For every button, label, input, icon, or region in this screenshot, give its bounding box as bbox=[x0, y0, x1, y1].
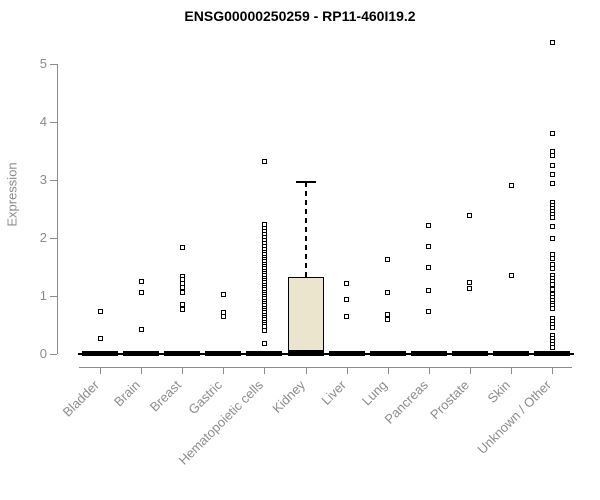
whisker-line bbox=[304, 181, 307, 277]
y-tick-label: 3 bbox=[39, 171, 47, 187]
data-point bbox=[467, 280, 473, 286]
y-tick bbox=[50, 121, 57, 123]
data-point bbox=[549, 131, 555, 137]
y-tick-label: 5 bbox=[39, 55, 47, 71]
y-tick bbox=[50, 237, 57, 239]
data-point bbox=[179, 306, 185, 312]
data-point bbox=[549, 324, 555, 330]
data-point bbox=[549, 40, 555, 46]
x-tick bbox=[428, 367, 430, 374]
median-bar bbox=[369, 351, 406, 356]
data-point bbox=[549, 181, 555, 187]
data-point bbox=[138, 278, 144, 284]
data-point bbox=[549, 172, 555, 178]
data-point bbox=[179, 244, 185, 250]
data-point bbox=[549, 152, 555, 158]
data-point bbox=[261, 327, 267, 333]
x-tick bbox=[305, 367, 307, 374]
x-tick bbox=[182, 367, 184, 374]
y-tick bbox=[50, 353, 57, 355]
data-point bbox=[549, 223, 555, 229]
data-point bbox=[549, 255, 555, 261]
y-tick bbox=[50, 179, 57, 181]
data-point bbox=[508, 182, 514, 188]
y-tick-label: 2 bbox=[39, 229, 47, 245]
data-point bbox=[97, 335, 103, 341]
chart-title: ENSG00000250259 - RP11-460I19.2 bbox=[184, 8, 416, 24]
x-tick bbox=[100, 367, 101, 374]
x-tick bbox=[387, 367, 389, 374]
x-tick bbox=[223, 367, 225, 374]
median-bar bbox=[493, 351, 529, 356]
data-point bbox=[344, 314, 350, 320]
y-tick-label: 1 bbox=[39, 287, 47, 303]
data-point bbox=[426, 309, 432, 315]
data-point bbox=[426, 264, 432, 270]
box-rect bbox=[287, 276, 324, 352]
data-point bbox=[549, 163, 555, 169]
data-point bbox=[179, 290, 185, 296]
whisker-cap bbox=[295, 180, 316, 183]
median-bar bbox=[287, 351, 324, 356]
data-point bbox=[549, 281, 555, 287]
data-point bbox=[220, 313, 226, 319]
data-point bbox=[385, 289, 391, 295]
data-point bbox=[549, 265, 555, 271]
data-point bbox=[97, 308, 103, 314]
data-point bbox=[385, 317, 391, 323]
data-point bbox=[220, 291, 226, 297]
x-axis-line bbox=[79, 367, 572, 368]
y-tick-label: 4 bbox=[39, 113, 47, 129]
data-point bbox=[385, 257, 391, 263]
data-point bbox=[138, 289, 144, 295]
data-point bbox=[261, 340, 267, 346]
x-tick bbox=[511, 367, 512, 374]
data-point bbox=[549, 215, 555, 221]
median-bar bbox=[246, 351, 283, 356]
median-bar bbox=[123, 351, 160, 356]
median-bar bbox=[328, 351, 365, 356]
data-point bbox=[549, 305, 555, 311]
data-point bbox=[467, 286, 473, 292]
median-bar bbox=[164, 351, 201, 356]
median-bar bbox=[205, 351, 242, 356]
data-point bbox=[261, 159, 267, 165]
y-axis-line bbox=[57, 63, 58, 354]
x-tick bbox=[141, 367, 143, 374]
data-point bbox=[138, 326, 144, 332]
y-tick bbox=[50, 295, 57, 297]
data-point bbox=[426, 222, 432, 228]
data-point bbox=[549, 287, 555, 293]
data-point bbox=[385, 312, 391, 318]
data-point bbox=[508, 273, 514, 279]
data-point bbox=[426, 287, 432, 293]
x-tick bbox=[346, 367, 348, 374]
data-point bbox=[549, 235, 555, 241]
y-axis-label: Expression bbox=[4, 162, 20, 227]
median-bar bbox=[82, 351, 118, 356]
data-point bbox=[179, 302, 185, 308]
data-point bbox=[344, 297, 350, 303]
x-tick bbox=[552, 367, 554, 374]
median-bar bbox=[410, 351, 447, 356]
median-bar bbox=[451, 351, 488, 356]
y-tick bbox=[50, 63, 57, 65]
data-point bbox=[467, 212, 473, 218]
median-bar bbox=[534, 351, 571, 356]
data-point bbox=[344, 281, 350, 287]
data-point bbox=[549, 345, 555, 351]
x-tick bbox=[469, 367, 471, 374]
x-tick bbox=[264, 367, 266, 374]
data-point bbox=[426, 244, 432, 250]
data-point bbox=[179, 284, 185, 290]
y-tick-label: 0 bbox=[39, 345, 47, 361]
